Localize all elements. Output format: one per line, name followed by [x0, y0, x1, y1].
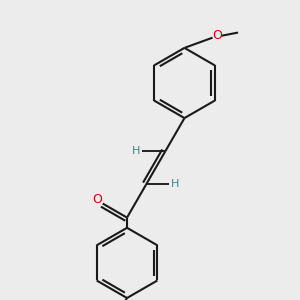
Text: O: O	[213, 28, 223, 42]
Text: H: H	[132, 146, 140, 156]
Text: O: O	[93, 193, 103, 206]
Text: H: H	[171, 179, 180, 189]
